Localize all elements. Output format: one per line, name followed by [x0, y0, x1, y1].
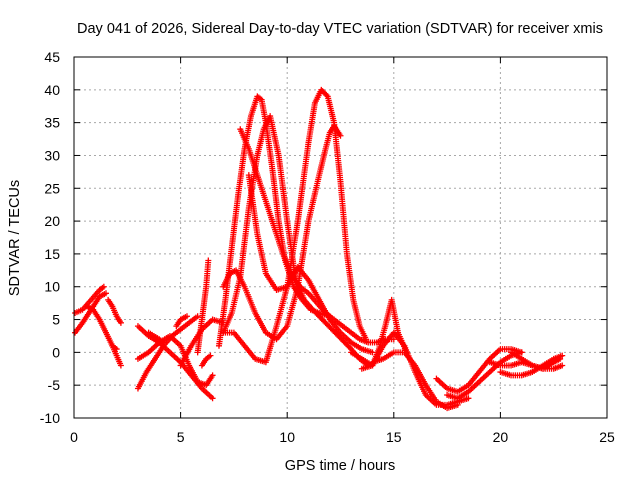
x-tick-label: 25 — [599, 429, 615, 445]
data-point-marker — [205, 257, 212, 264]
data-point-marker — [465, 395, 472, 402]
data-point-marker — [323, 92, 330, 99]
data-point-marker — [209, 395, 216, 402]
y-tick-label: -10 — [40, 410, 60, 426]
y-tick-label: 30 — [44, 147, 60, 163]
plot-frame — [73, 56, 608, 419]
series-track-19 — [245, 172, 376, 356]
x-tick-label: 0 — [70, 429, 78, 445]
tick-marks — [73, 56, 608, 419]
y-tick-label: 35 — [44, 115, 60, 131]
data-point-marker — [209, 372, 216, 379]
data-point-marker — [207, 352, 214, 359]
series-track-9 — [145, 329, 167, 346]
x-tick-label: 15 — [386, 429, 402, 445]
data-point-marker — [559, 352, 566, 359]
series-track-10 — [173, 313, 190, 330]
y-tick-label: 10 — [44, 279, 60, 295]
data-marks — [72, 86, 566, 412]
series-track-3 — [83, 303, 120, 353]
data-point-marker — [102, 290, 109, 297]
y-tick-label: 0 — [52, 344, 60, 360]
data-point-marker — [194, 313, 201, 320]
series-track-8 — [134, 332, 216, 389]
x-tick-label: 5 — [177, 429, 185, 445]
data-point-marker — [117, 319, 124, 326]
series-track-16 — [220, 122, 344, 343]
series-track-4 — [105, 296, 124, 326]
x-tick-labels: 0 5 10 15 20 25 — [70, 429, 615, 445]
y-tick-label: 15 — [44, 246, 60, 262]
data-point-marker — [518, 349, 525, 356]
x-tick-label: 10 — [279, 429, 295, 445]
y-tick-labels: -10 -5 0 5 10 15 20 25 30 35 40 45 — [40, 49, 60, 426]
series-track-13 — [198, 352, 214, 369]
data-point-marker — [117, 362, 124, 369]
y-tick-label: 40 — [44, 82, 60, 98]
data-point-marker — [454, 401, 461, 408]
y-tick-label: 25 — [44, 180, 60, 196]
chart-title: Day 041 of 2026, Sidereal Day-to-day VTE… — [77, 21, 603, 37]
series-track-27 — [508, 349, 566, 372]
data-point-marker — [160, 339, 167, 346]
y-axis-label: SDTVAR / TECUs — [7, 180, 23, 296]
data-point-marker — [100, 283, 107, 290]
y-tick-label: 45 — [44, 49, 60, 65]
data-point-marker — [559, 362, 566, 369]
series-track-5 — [109, 342, 124, 369]
series-track-22 — [369, 349, 461, 412]
x-tick-label: 20 — [493, 429, 509, 445]
data-point-marker — [183, 313, 190, 320]
x-axis-label: GPS time / hours — [285, 458, 395, 474]
y-tick-label: 5 — [52, 312, 60, 328]
series-track-21 — [358, 329, 472, 408]
series-track-12 — [194, 257, 212, 356]
series-track-17 — [220, 86, 370, 366]
data-point-marker — [390, 336, 397, 343]
y-tick-label: 20 — [44, 213, 60, 229]
data-point-marker — [346, 344, 353, 351]
y-tick-label: -5 — [48, 377, 61, 393]
data-point-marker — [337, 132, 344, 139]
